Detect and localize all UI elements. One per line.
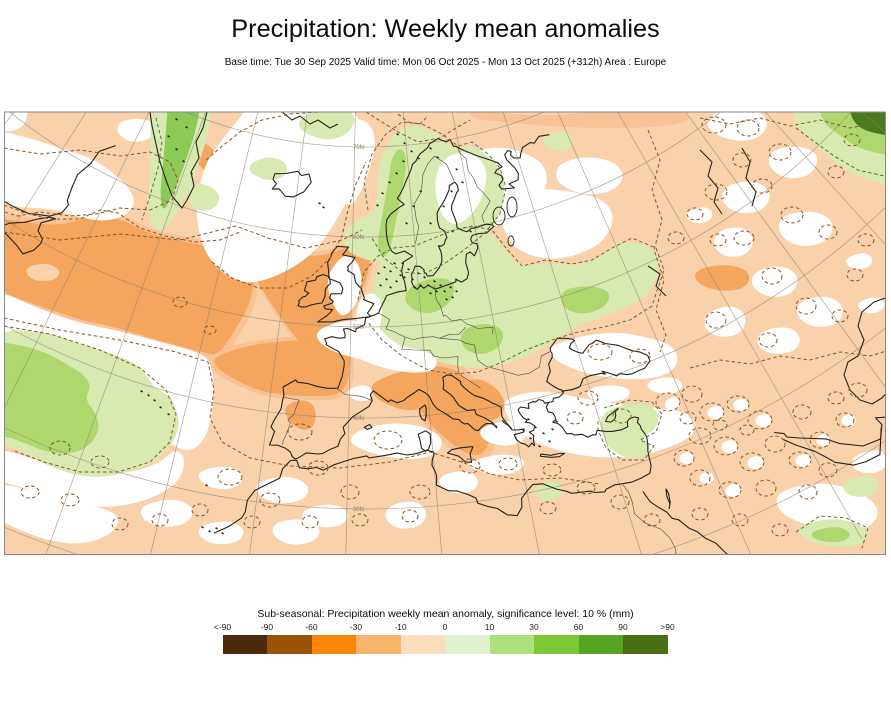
svg-text:30N: 30N xyxy=(353,507,364,513)
svg-text:50N: 50N xyxy=(353,325,364,331)
svg-text:40N: 40N xyxy=(353,416,364,422)
svg-text:60N: 60N xyxy=(353,235,364,241)
svg-text:70N: 70N xyxy=(353,145,364,151)
